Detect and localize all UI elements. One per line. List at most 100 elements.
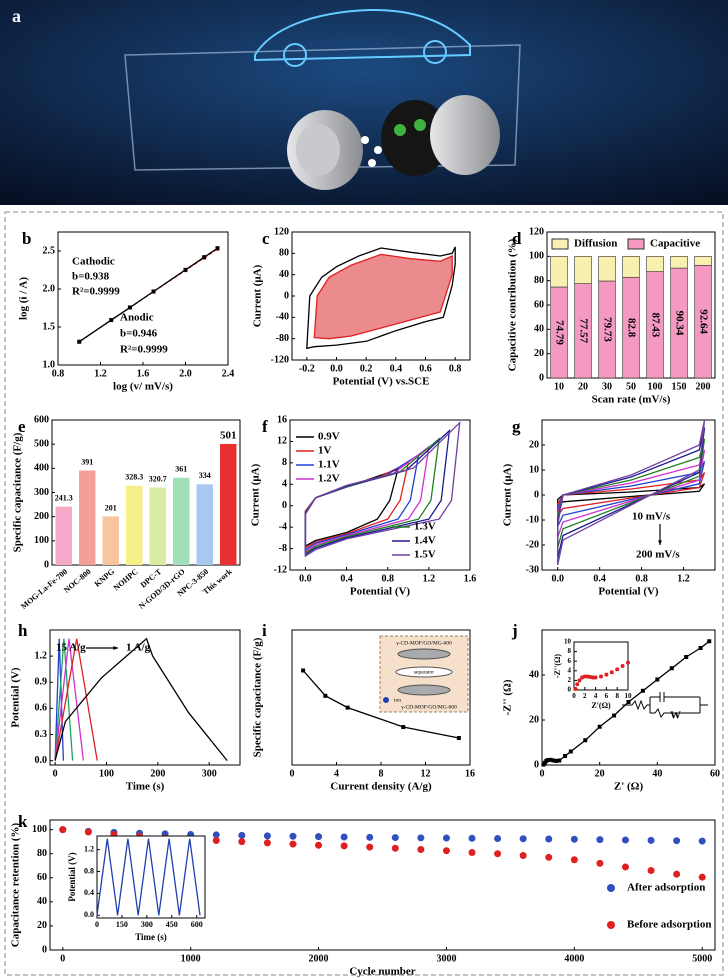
marker xyxy=(391,834,399,842)
x-tick-label: 3000 xyxy=(436,953,456,964)
x-tick-label: 100 xyxy=(648,381,663,392)
x-tick-label: 1.2 xyxy=(94,368,107,379)
x-tick-label: 1.6 xyxy=(137,368,150,379)
y-tick-label: 2.0 xyxy=(43,283,56,294)
bar-segment xyxy=(694,256,712,266)
series-line xyxy=(313,253,453,340)
marker xyxy=(583,738,588,743)
x-tick-label: 5000 xyxy=(692,953,712,964)
y-tick-label: 200 xyxy=(34,511,49,522)
x-tick-label: 150 xyxy=(672,381,687,392)
marker xyxy=(289,832,297,840)
y-tick-label: 1.2 xyxy=(35,650,48,661)
x-tick-label: 0 xyxy=(95,920,99,929)
y-tick-label: 500 xyxy=(34,438,49,449)
y-tick-label: 40 xyxy=(529,669,539,680)
y-axis-label: Capacitance retention (%) xyxy=(10,822,22,947)
y-tick-label: -8 xyxy=(279,543,287,554)
marker xyxy=(698,646,703,650)
x-tick-label: 20 xyxy=(595,768,605,779)
series-line xyxy=(54,638,74,761)
marker xyxy=(151,289,156,294)
value-label: 391 xyxy=(81,457,93,466)
marker xyxy=(289,840,297,848)
x-tick-label: 0.8 xyxy=(52,368,65,379)
marker xyxy=(554,758,559,763)
y-tick-label: -12 xyxy=(274,564,287,575)
marker xyxy=(596,859,604,867)
x-tick-label: 4 xyxy=(334,768,339,779)
y-tick-label: 0.4 xyxy=(84,888,94,897)
x-tick-label: 0.4 xyxy=(390,363,403,374)
y-tick-label: 0.8 xyxy=(84,866,94,875)
marker xyxy=(707,639,712,644)
legend-label: Anodic xyxy=(120,312,154,324)
y-tick-label: -30 xyxy=(526,564,539,575)
plot-frame xyxy=(57,231,229,366)
series-line xyxy=(557,438,706,548)
panel-label: g xyxy=(512,417,521,436)
panel-label: c xyxy=(262,229,270,248)
marker xyxy=(238,838,246,846)
marker xyxy=(323,693,328,698)
y-tick-label: 8 xyxy=(282,457,287,468)
x-tick-label: 6 xyxy=(605,692,609,700)
value-label: 334 xyxy=(199,471,211,480)
car-wheel xyxy=(283,43,307,67)
ion xyxy=(361,136,369,144)
y-tick-label: 80 xyxy=(534,275,544,286)
annotation: W xyxy=(670,710,681,722)
marker xyxy=(77,339,82,344)
x-tick-label: 200 xyxy=(696,381,711,392)
panel-a-illustration: a xyxy=(0,0,728,205)
bar xyxy=(149,487,166,565)
y-tick-label: 6 xyxy=(568,657,572,665)
y-tick-label: 0 xyxy=(42,944,47,955)
legend-label: Diffusion xyxy=(574,238,617,250)
bar-segment xyxy=(646,256,664,272)
inset-label: γ-CD-MOF/GO/MG-600 xyxy=(395,640,452,646)
y-tick-label: 20 xyxy=(529,714,539,725)
y-axis-label: Current (μA) xyxy=(252,264,264,327)
marker xyxy=(84,828,92,836)
y-tick-label: 20 xyxy=(529,439,539,450)
marker xyxy=(494,835,502,843)
marker xyxy=(127,305,132,310)
value-label: 79.73 xyxy=(601,317,613,342)
x-axis-label: Time (s) xyxy=(135,932,167,942)
legend-label: 1.5V xyxy=(414,549,436,561)
x-tick-label: 1.2 xyxy=(677,573,690,584)
arrow-head xyxy=(658,540,662,545)
bar xyxy=(220,443,237,565)
x-tick-label: 0 xyxy=(53,768,58,779)
marker xyxy=(468,834,476,842)
y-axis-label: Potential (V) xyxy=(10,667,22,728)
legend-label: 1.2V xyxy=(318,473,340,485)
x-tick-label: -0.2 xyxy=(299,363,315,374)
electrode-disc xyxy=(430,95,500,175)
marker xyxy=(345,705,350,710)
particle xyxy=(394,124,406,136)
legend-label: After adsorption xyxy=(627,882,705,894)
illustration-background xyxy=(0,0,728,205)
series-line xyxy=(557,461,706,527)
ion xyxy=(374,146,382,154)
x-axis-label: Potential (V) xyxy=(598,586,659,598)
x-tick-label: 20 xyxy=(578,381,588,392)
marker xyxy=(340,833,348,841)
marker xyxy=(109,318,114,323)
marker xyxy=(519,835,527,843)
y-tick-label: 0 xyxy=(568,686,572,694)
marker xyxy=(519,852,527,860)
marker xyxy=(647,867,655,875)
y-tick-label: 0 xyxy=(539,372,544,383)
x-axis-label: log (v/ mV/s) xyxy=(113,381,173,393)
legend-label: Before adsorption xyxy=(627,919,711,931)
plot-frame xyxy=(573,641,629,691)
annotation: b=0.938 xyxy=(72,271,110,283)
marker xyxy=(621,836,629,844)
ion xyxy=(368,159,376,167)
x-tick-label: 450 xyxy=(166,920,178,929)
y-tick-label: 0 xyxy=(534,489,539,500)
x-tick-label: 300 xyxy=(141,920,153,929)
